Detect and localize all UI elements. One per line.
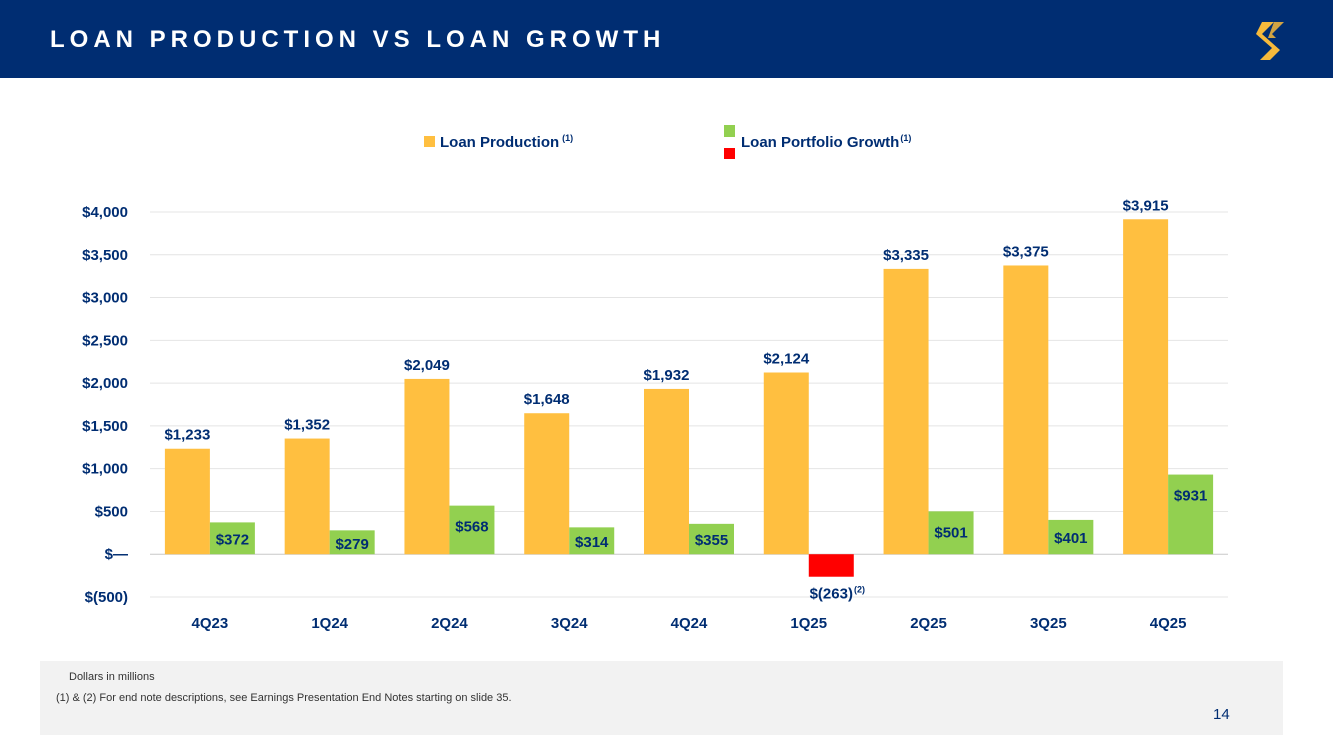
y-tick-label: $2,000 [82,375,128,392]
page-number: 14 [1213,706,1230,723]
y-tick-label: $500 [95,503,128,520]
y-tick-label: $(500) [85,589,128,606]
loan-growth-bar [449,505,495,555]
loan-growth-value-label: $568 [455,519,488,536]
units-note: Dollars in millions [69,671,155,683]
x-tick-label: 3Q25 [1030,615,1067,632]
y-tick-label: $3,500 [82,247,128,264]
loan-production-value-label: $1,233 [164,427,210,444]
loan-production-value-label: $3,915 [1123,197,1169,214]
legend-label-loan-production: Loan Production (1) [440,133,573,151]
x-tick-label: 4Q24 [671,615,708,632]
loan-growth-negative-bar [808,554,854,577]
x-tick-label: 2Q24 [431,615,468,632]
loan-growth-value-label: $401 [1054,530,1087,547]
page-title: LOAN PRODUCTION VS LOAN GROWTH [50,26,666,53]
loan-growth-value-label: $931 [1174,488,1207,505]
legend-label-loan-growth: Loan Portfolio Growth(1) [741,133,911,151]
loan-production-value-label: $2,124 [763,351,810,368]
loan-production-value-label: $3,375 [1003,243,1049,260]
loan-production-bar [1003,265,1049,555]
loan-production-value-label: $2,049 [404,357,450,374]
loan-growth-value-label: $(263)(2) [810,585,865,603]
y-tick-label: $2,500 [82,332,128,349]
legend-swatch-loan-growth-negative [724,148,735,159]
loan-production-bar [644,388,689,555]
loan-growth-footnote-marker: (2) [854,585,865,595]
loan-production-value-label: $1,932 [644,367,690,384]
loan-production-bar [404,378,450,555]
footnote-panel [40,661,1283,735]
loan-growth-value-label: $314 [575,534,609,551]
loan-production-bar [763,372,809,555]
y-tick-label: $4,000 [82,204,128,221]
header-bar: LOAN PRODUCTION VS LOAN GROWTH [0,0,1333,78]
loan-growth-bar [1048,519,1094,555]
loan-chart: Loan Production (1) Loan Portfolio Growth… [82,125,1228,632]
loan-growth-value-label: $372 [216,531,249,548]
loan-production-value-label: $1,352 [284,417,330,434]
loan-growth-value-label: $501 [934,524,967,541]
loan-production-value-label: $3,335 [883,247,929,264]
loan-growth-bar [569,527,615,555]
loan-growth-bar [209,522,255,555]
loan-growth-bar [1168,474,1214,555]
x-tick-label: 3Q24 [551,615,588,632]
loan-growth-bar [689,523,734,555]
loan-growth-bar [329,530,375,555]
loan-growth-bar [928,511,974,555]
loan-production-bar [1123,219,1169,555]
x-tick-label: 4Q25 [1150,615,1187,632]
loan-production-bar [284,438,330,555]
legend: Loan Production (1) Loan Portfolio Growth… [424,125,911,159]
y-tick-label: $— [105,546,128,563]
loan-growth-value-label: $355 [695,532,728,549]
x-tick-label: 1Q25 [790,615,827,632]
x-tick-label: 2Q25 [910,615,947,632]
y-tick-label: $1,000 [82,461,128,478]
brand-s-logo-icon [1256,22,1284,60]
loan-production-bar [883,268,929,555]
x-tick-label: 4Q23 [192,615,229,632]
y-tick-label: $3,000 [82,290,128,307]
legend-swatch-loan-production [424,136,435,147]
loan-production-value-label: $1,648 [524,391,570,408]
legend-swatch-loan-growth-positive [724,125,735,137]
x-tick-label: 1Q24 [311,615,348,632]
loan-growth-value-label: $279 [335,536,368,553]
end-notes: (1) & (2) For end note descriptions, see… [56,692,512,704]
loan-production-bar [524,413,570,555]
y-tick-label: $1,500 [82,418,128,435]
loan-production-bar [164,448,210,555]
